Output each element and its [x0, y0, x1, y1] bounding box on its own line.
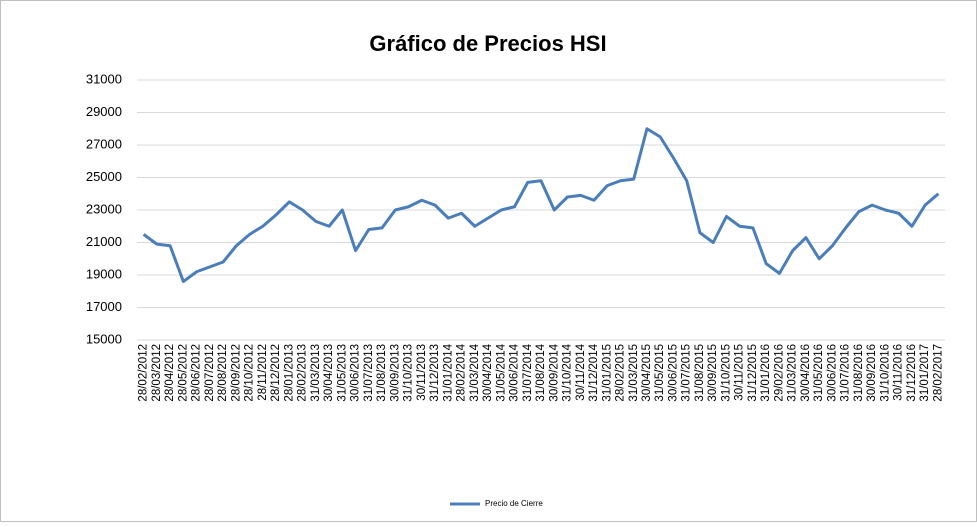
x-tick-label: 30/04/2013: [323, 344, 335, 402]
x-tick-label: 31/01/2014: [442, 343, 454, 401]
y-tick-label: 19000: [86, 266, 122, 281]
x-tick-label: 31/10/2016: [879, 344, 891, 402]
x-tick-label: 31/08/2013: [376, 344, 388, 402]
x-tick-label: 31/10/2015: [720, 344, 732, 402]
x-tick-label: 29/02/2016: [773, 344, 785, 402]
y-tick-label: 17000: [86, 299, 122, 314]
y-tick-label: 27000: [86, 136, 122, 151]
x-tick-label: 31/01/2015: [601, 344, 613, 402]
x-tick-label: 31/03/2016: [787, 344, 799, 402]
x-tick-label: 31/07/2015: [681, 344, 693, 402]
x-tick-label: 30/11/2016: [893, 344, 905, 401]
x-tick-label: 31/08/2016: [853, 344, 865, 402]
x-tick-label: 31/08/2014: [535, 343, 547, 401]
x-tick-label: 30/11/2014: [575, 343, 587, 400]
x-tick-label: 31/01/2016: [760, 344, 772, 402]
x-tick-label: 28/08/2012: [217, 344, 229, 402]
legend-label: Precio de Cierre: [485, 499, 543, 508]
y-tick-label: 31000: [86, 71, 122, 86]
y-tick-label: 15000: [86, 331, 122, 346]
x-tick-label: 30/11/2015: [734, 344, 746, 401]
x-tick-label: 31/12/2015: [747, 344, 759, 402]
x-tick-label: 30/04/2014: [482, 343, 494, 401]
x-tick-label: 28/12/2012: [270, 344, 282, 402]
price-line: [142, 127, 940, 283]
x-tick-label: 31/05/2015: [654, 344, 666, 402]
x-tick-label: 30/09/2013: [389, 344, 401, 402]
x-tick-label: 28/07/2012: [204, 344, 216, 402]
x-tick-label: 31/01/2017: [919, 344, 931, 402]
x-tick-label: 30/04/2015: [641, 344, 653, 402]
x-tick-label: 30/04/2016: [800, 344, 812, 402]
x-tick-label: 31/12/2014: [588, 343, 600, 401]
x-tick-label: 31/07/2016: [840, 344, 852, 402]
x-tick-label: 31/08/2015: [694, 344, 706, 402]
chart-title: Gráfico de Precios HSI: [369, 31, 606, 56]
x-tick-label: 30/06/2013: [350, 344, 362, 402]
x-tick-label: 31/12/2016: [906, 344, 918, 402]
x-tick-label: 31/05/2013: [336, 344, 348, 402]
x-tick-label: 31/03/2015: [628, 344, 640, 402]
x-tick-label: 28/05/2012: [177, 344, 189, 402]
x-tick-label: 31/07/2013: [363, 344, 375, 402]
x-tick-label: 31/03/2013: [310, 344, 322, 402]
y-tick-label: 29000: [86, 104, 122, 119]
x-tick-label: 30/06/2014: [509, 343, 521, 401]
x-tick-label: 31/05/2016: [813, 344, 825, 402]
x-tick-label: 30/11/2013: [416, 344, 428, 401]
x-tick-label: 28/02/2014: [456, 343, 468, 401]
x-tick-label: 28/04/2012: [164, 344, 176, 402]
x-tick-label: 28/11/2012: [257, 344, 269, 401]
x-tick-label: 31/05/2014: [495, 343, 507, 401]
x-tick-label: 30/09/2014: [548, 343, 560, 401]
x-tick-label: 31/10/2013: [403, 344, 415, 402]
x-tick-label: 31/12/2013: [429, 344, 441, 402]
x-tick-label: 28/02/2012: [138, 344, 150, 402]
x-tick-label: 31/07/2014: [522, 343, 534, 401]
x-tick-label: 28/06/2012: [191, 344, 203, 402]
x-tick-label: 28/02/2013: [297, 344, 309, 402]
x-tick-label: 31/03/2014: [469, 343, 481, 401]
x-tick-label: 28/10/2012: [244, 344, 256, 402]
x-tick-label: 30/06/2015: [667, 344, 679, 402]
x-tick-label: 30/09/2016: [866, 344, 878, 402]
x-tick-label: 28/09/2012: [230, 344, 242, 402]
x-tick-label: 28/02/2015: [615, 344, 627, 402]
x-tick-label: 28/01/2013: [283, 344, 295, 402]
x-tick-label: 28/03/2012: [151, 344, 163, 402]
y-tick-label: 25000: [86, 169, 122, 184]
x-tick-label: 30/09/2015: [707, 344, 719, 402]
x-tick-label: 30/06/2016: [826, 344, 838, 402]
x-tick-label: 31/10/2014: [562, 343, 574, 401]
y-tick-label: 23000: [86, 201, 122, 216]
x-tick-label: 28/02/2017: [932, 344, 944, 402]
y-tick-label: 21000: [86, 234, 122, 249]
